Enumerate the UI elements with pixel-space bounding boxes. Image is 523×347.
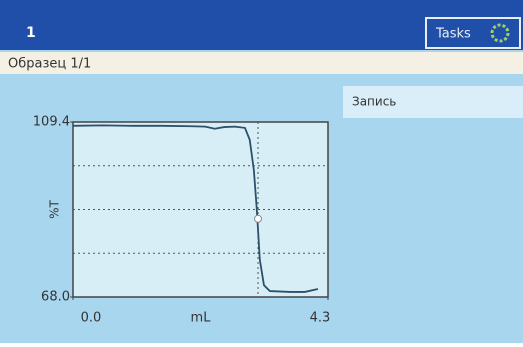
- endpoint-marker: [255, 215, 262, 222]
- tasks-button[interactable]: Tasks: [426, 18, 520, 48]
- y-tick-label: 109.4: [33, 115, 70, 130]
- x-axis-label: mL: [191, 311, 212, 326]
- x-tick-label: 4.3: [310, 311, 331, 326]
- screen-title: 1: [26, 25, 36, 41]
- y-tick-label: 68.0: [41, 290, 70, 305]
- page: 1 Tasks Образец 1/1 Запись 68.0 109.4 0.0 4…: [0, 0, 523, 343]
- tasks-label[interactable]: Tasks: [435, 27, 471, 42]
- menu-item[interactable]: Запись: [352, 95, 396, 109]
- screen: 1 Tasks Образец 1/1 Запись 68.0 109.4 0.0 4…: [0, 0, 523, 343]
- y-axis-label: %T: [48, 199, 62, 218]
- x-tick-label: 0.0: [81, 311, 102, 326]
- subheader: Образец 1/1: [8, 57, 91, 72]
